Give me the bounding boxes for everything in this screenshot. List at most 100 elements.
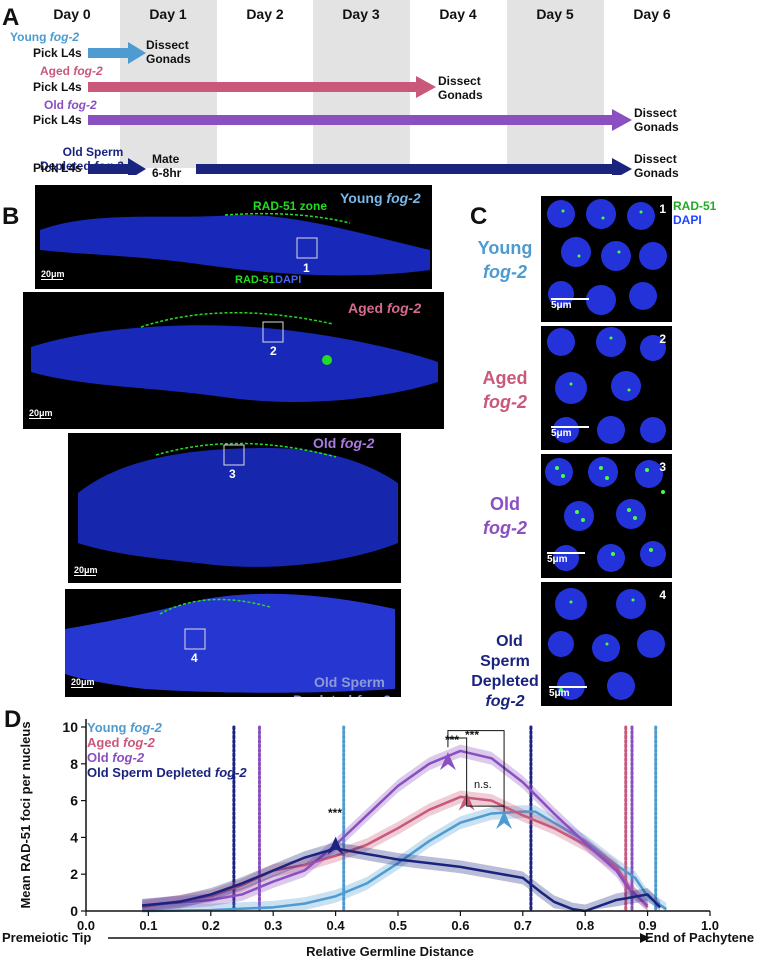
scalebar-young: 20μm (41, 269, 65, 280)
rad51-line-chart: 0 2 4 6 8 10 0.0 0.1 0.2 0.3 0.4 0.5 0.6 0.7 0.8 0.9 1.0… (2, 719, 754, 959)
nuclei-image-4: 4 5μm (541, 582, 672, 706)
nuclei-image-3: 3 5μm (541, 454, 672, 578)
gonad-aged-title: Aged fog-2 (348, 300, 422, 316)
distance-arrow-head (640, 933, 650, 943)
gonad-image-old: Old fog-2 3 20μm (68, 433, 401, 583)
row-label-aged: Aged fog-2 (482, 368, 528, 412)
panel-d-label: D (4, 706, 22, 733)
row-aged-label: Aged fog-2 (40, 64, 103, 78)
nuclei-scalebar-3: 5μm (547, 552, 585, 565)
x-tick-label-2: 0.2 (202, 918, 220, 933)
series-line-0 (142, 810, 668, 913)
gonad-aged-box-number: 2 (270, 344, 277, 358)
x-tick-label-7: 0.7 (514, 918, 532, 933)
y-tick-label-1: 2 (70, 866, 78, 882)
day-4-header: Day 4 (439, 6, 477, 22)
day-0-header: Day 0 (53, 6, 91, 22)
row-label-depleted: Old Sperm Depleted fog-2 (471, 633, 539, 710)
row-old-pick: Pick L4s (33, 113, 82, 127)
rad51-zone-label: RAD-51 zone (253, 199, 328, 213)
panel-b-label: B (2, 203, 20, 230)
gonad-aged-art (31, 311, 438, 402)
row-old-label: Old fog-2 (44, 98, 97, 112)
row-depleted-event: Dissect Gonads (634, 152, 679, 180)
x-tick-label-3: 0.3 (264, 918, 282, 933)
row-young-label: Young fog-2 (10, 30, 80, 44)
chart-legend: Young fog-2 Aged fog-2 Old fog-2 Old Spe… (87, 720, 247, 780)
timeline-arrows (88, 42, 632, 175)
legend-depleted: Old Sperm Depleted fog-2 (87, 765, 247, 780)
nuclei-number-4: 4 (659, 588, 666, 602)
row-young-event: Dissect Gonads (146, 38, 191, 66)
row-young-pick: Pick L4s (33, 46, 82, 60)
day-3-header: Day 3 (342, 6, 380, 22)
nuclei-number-1: 1 (659, 202, 666, 216)
peak-arrow-0 (327, 836, 344, 855)
arrow-young (88, 42, 146, 64)
series-line-2 (142, 749, 649, 907)
x-tick-label-9: 0.9 (639, 918, 657, 933)
gonad-old-art (78, 442, 398, 567)
gonad-image-depleted: Old Sperm Depleted fog-2 4 20μm (65, 589, 401, 697)
day-5-header: Day 5 (536, 6, 574, 22)
nuclei-number-3: 3 (659, 460, 666, 474)
gonad-young-title: Young fog-2 (340, 190, 421, 206)
gonad-image-young: RAD-51 zone Young fog-2 1 RAD-51 DAPI 20… (35, 185, 432, 289)
nuclei-scalebar-2: 5μm (551, 426, 589, 439)
y-tick-label-2: 4 (70, 829, 78, 845)
legend-rad51-b: RAD-51 (235, 274, 275, 286)
row-label-young: Young fog-2 (477, 238, 533, 282)
gonad-young-box-number: 1 (303, 261, 310, 275)
row-depleted-mate: Mate 6-8hr (152, 152, 182, 180)
peak-arrow-3 (496, 811, 513, 829)
gonad-old-box-number: 3 (229, 467, 236, 481)
y-tick-label-3: 6 (70, 793, 78, 809)
day-band-5 (507, 0, 604, 168)
legend-rad51-c: RAD-51 (673, 199, 717, 213)
row-old-event: Dissect Gonads (634, 106, 679, 134)
panel-a-label: A (2, 4, 20, 31)
axes-group: 0 2 4 6 8 10 0.0 0.1 0.2 0.3 0.4 0.5 0.6 0.7 0.8 0.9 1.0 (62, 719, 719, 943)
legend-old: Old fog-2 (87, 750, 145, 765)
nuclei-image-1: 1 5μm (541, 196, 672, 322)
row-aged-event: Dissect Gonads (438, 74, 483, 102)
sig-ns: n.s. (474, 779, 492, 791)
sig-old-young: *** (465, 728, 479, 742)
scalebar-old: 20μm (74, 565, 98, 576)
gonad-old-title: Old fog-2 (313, 435, 375, 451)
nuclei-scalebar-4: 5μm (549, 686, 587, 699)
day-2-header: Day 2 (246, 6, 284, 22)
gonad-depleted-art (65, 593, 395, 693)
y-axis-label: Mean RAD-51 foci per nucleus (18, 721, 33, 908)
y-tick-label-4: 8 (70, 756, 78, 772)
row-aged-pick: Pick L4s (33, 80, 82, 94)
x-tick-label-0: 0.0 (77, 918, 95, 933)
day-1-header: Day 1 (149, 6, 187, 22)
bracket-aged-young (466, 795, 505, 807)
arrow-aged (88, 76, 436, 98)
nuclei-scalebar-1: 5μm (551, 298, 589, 311)
scalebar-aged: 20μm (29, 408, 53, 419)
y-tick-label-0: 0 (70, 903, 78, 919)
row-label-old: Old fog-2 (483, 494, 527, 538)
band-2 (142, 744, 648, 911)
scalebar-depleted: 20μm (71, 677, 95, 688)
legend-dapi-b: DAPI (275, 274, 302, 286)
legend-dapi-c: DAPI (673, 213, 702, 227)
x-tick-label-10: 1.0 (701, 918, 719, 933)
x-tick-label-1: 0.1 (139, 918, 157, 933)
legend-aged: Aged fog-2 (87, 735, 156, 750)
peak-arrow-1 (439, 752, 456, 771)
y-tick-label-5: 10 (62, 719, 78, 735)
nuclei-image-2: 2 5μm (541, 326, 672, 450)
arrow-depleted-2 (196, 158, 632, 175)
sig-depleted: *** (328, 806, 342, 820)
gonad-young-art (40, 212, 430, 276)
x-left-end-label: Premeiotic Tip (2, 930, 91, 945)
x-tick-label-6: 0.6 (451, 918, 469, 933)
x-tick-label-8: 0.8 (576, 918, 594, 933)
panel-a-timeline: Day 0 Day 1 Day 2 Day 3 Day 4 Day 5 Day … (0, 0, 762, 180)
band-1 (142, 790, 648, 911)
row-depleted-pick: Pick L4s (33, 161, 82, 175)
gonad-depleted-box-number: 4 (191, 651, 198, 665)
